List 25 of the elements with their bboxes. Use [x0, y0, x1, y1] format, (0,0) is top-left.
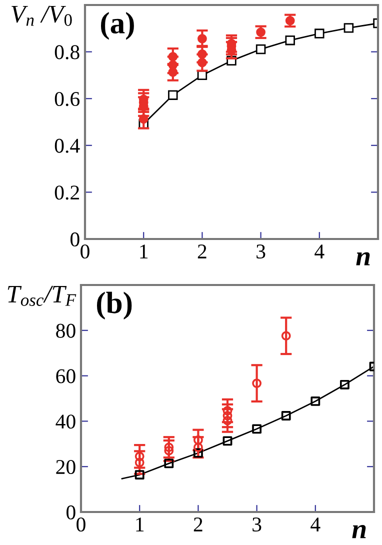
x-tick-label: 3	[256, 244, 266, 259]
y-tick-label: 80	[56, 324, 76, 338]
annotation: (b)	[96, 292, 132, 320]
y-tick-label: 0	[70, 232, 80, 246]
y-tick-label: 0.2	[54, 186, 79, 200]
y-tick-label: 20	[56, 460, 76, 474]
x-tick-label: 0	[80, 244, 90, 259]
y-tick-label: 0.6	[54, 92, 80, 106]
x-tick-label: 1	[136, 518, 144, 532]
x-tick-label: 4	[310, 518, 320, 532]
x-axis-title: n	[356, 252, 370, 266]
y-tick-label: 60	[56, 369, 76, 384]
x-tick-label: 2	[198, 244, 206, 258]
y-tick-label: 40	[56, 414, 76, 429]
x-tick-label: 2	[194, 518, 202, 532]
x-tick-label: 1	[140, 244, 148, 258]
x-tick-label: 4	[314, 244, 324, 258]
annotation: (a)	[100, 12, 134, 40]
y-axis-title: V$_{n}$ /V$_{0}$	[12, 6, 72, 26]
y-tick-label: 0	[66, 505, 76, 520]
y-tick-label: 0.4	[54, 138, 80, 153]
x-axis-title: n	[352, 524, 366, 538]
y-tick-label: 0.8	[54, 45, 80, 60]
x-tick-label: 3	[252, 518, 262, 532]
y-axis-title: T$_{osc}$/T$_{F}$	[8, 286, 76, 306]
